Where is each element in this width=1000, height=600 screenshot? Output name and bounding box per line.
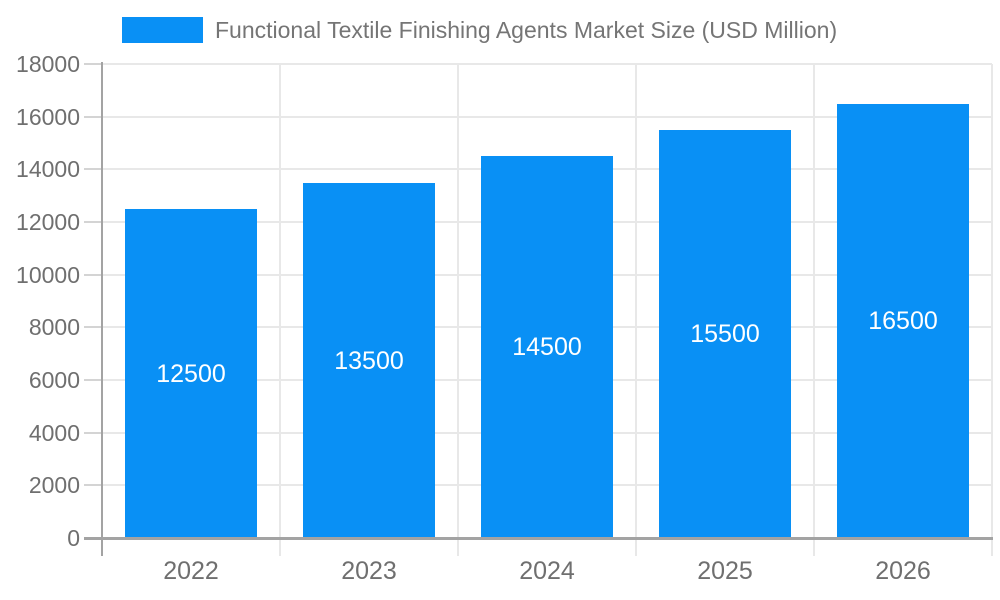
y-tick [84, 221, 102, 223]
y-axis-label: 12000 [16, 209, 80, 235]
x-tick [457, 538, 459, 556]
y-tick [84, 326, 102, 328]
y-axis-label: 6000 [28, 367, 80, 393]
chart-title: Functional Textile Finishing Agents Mark… [215, 16, 838, 43]
y-axis-label: 0 [67, 525, 80, 551]
x-gridline [813, 64, 815, 538]
y-axis-label: 14000 [16, 156, 80, 182]
x-axis-label: 2022 [163, 557, 219, 585]
y-tick [84, 274, 102, 276]
bar [837, 104, 969, 538]
y-axis-line [101, 62, 103, 556]
bar-value-label: 13500 [334, 347, 404, 375]
y-gridline [102, 116, 992, 118]
y-tick [84, 432, 102, 434]
x-axis-label: 2023 [341, 557, 397, 585]
bar-value-label: 15500 [690, 320, 760, 348]
bar [303, 183, 435, 538]
y-axis-label: 4000 [28, 420, 80, 446]
y-tick [84, 116, 102, 118]
y-gridline [102, 63, 992, 65]
bar-value-label: 12500 [156, 360, 226, 388]
x-tick [813, 538, 815, 556]
y-tick [84, 168, 102, 170]
bar [125, 209, 257, 538]
y-tick [84, 379, 102, 381]
x-axis-label: 2024 [519, 557, 575, 585]
x-gridline [279, 64, 281, 538]
x-axis-label: 2025 [697, 557, 753, 585]
bar [659, 130, 791, 538]
x-axis-line [84, 537, 993, 540]
y-axis-label: 2000 [28, 472, 80, 498]
legend-swatch [122, 17, 203, 43]
x-gridline [991, 64, 993, 538]
y-tick [84, 484, 102, 486]
x-axis-label: 2026 [875, 557, 931, 585]
x-tick [991, 538, 993, 556]
bar-value-label: 14500 [512, 333, 582, 361]
y-axis-label: 18000 [16, 51, 80, 77]
y-axis-label: 8000 [28, 314, 80, 340]
y-axis-label: 16000 [16, 104, 80, 130]
bar-value-label: 16500 [868, 307, 938, 335]
bar [481, 156, 613, 538]
y-tick [84, 63, 102, 65]
chart-legend: Functional Textile Finishing Agents Mark… [122, 14, 837, 46]
x-tick [635, 538, 637, 556]
x-gridline [635, 64, 637, 538]
x-gridline [457, 64, 459, 538]
x-tick [279, 538, 281, 556]
y-axis-label: 10000 [16, 262, 80, 288]
